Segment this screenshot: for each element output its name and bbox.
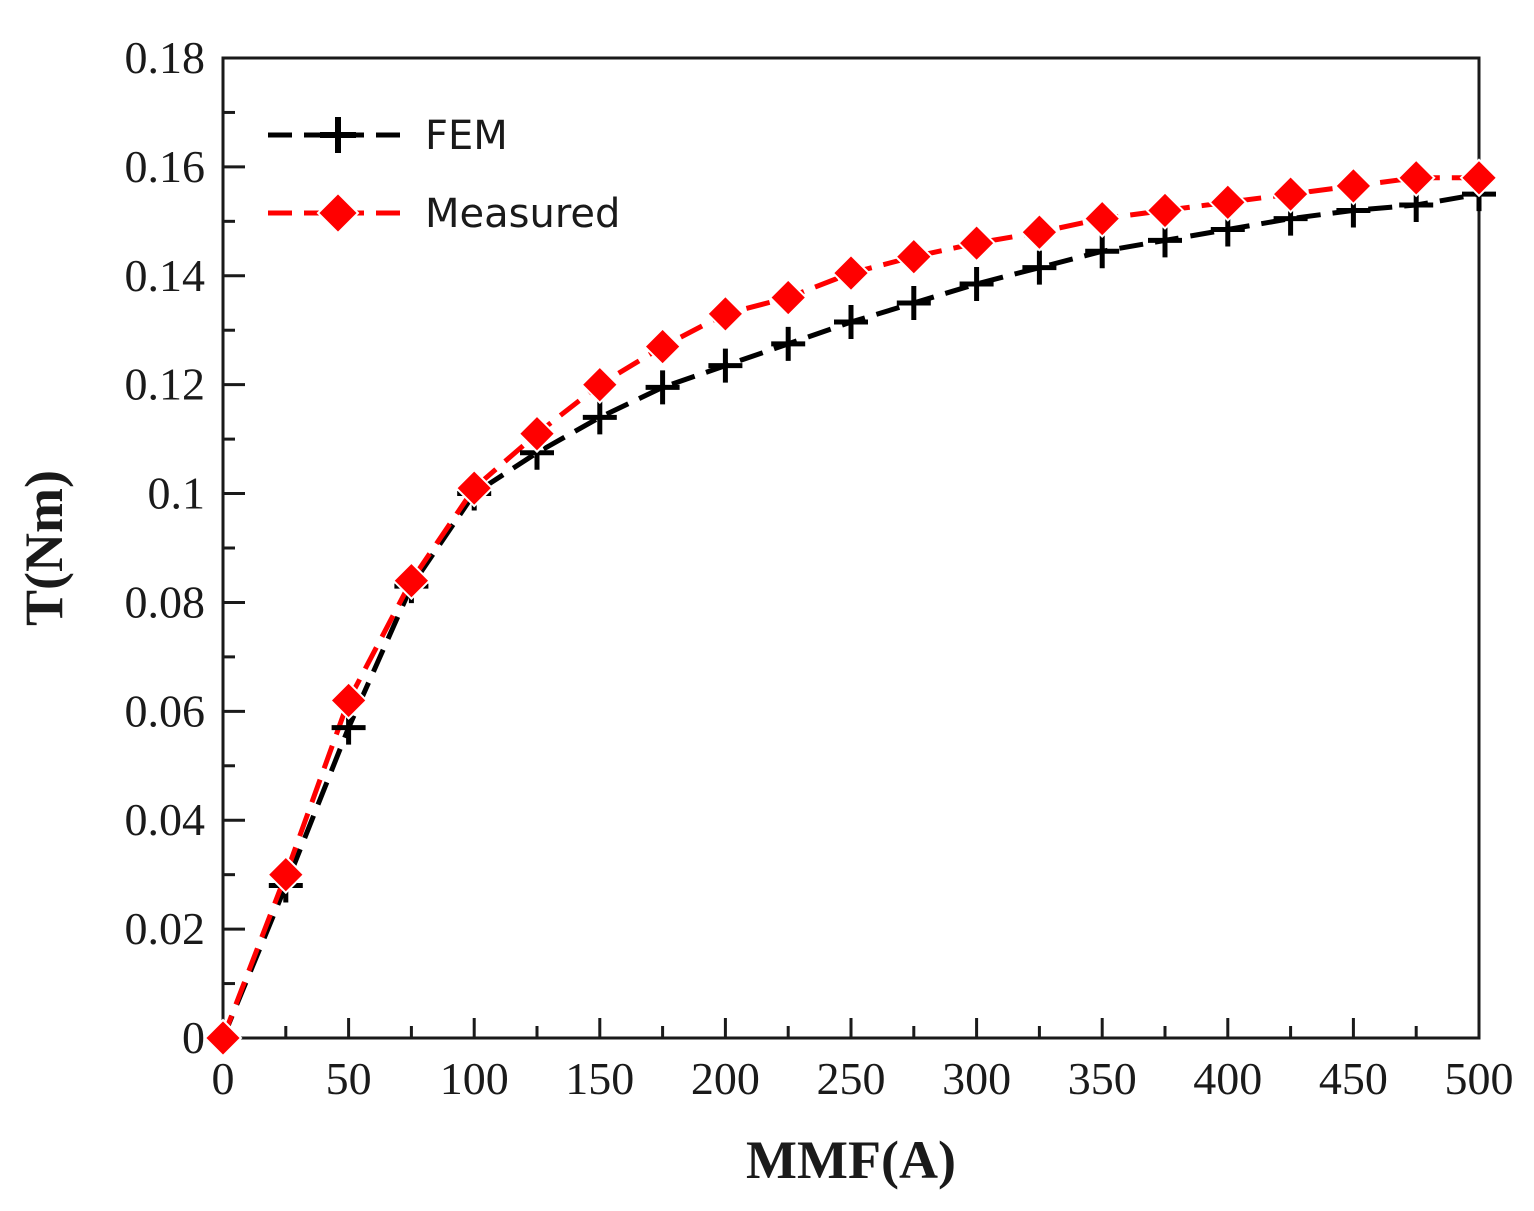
legend-fem-marker [320,117,356,153]
series-markers [203,158,1499,1058]
measured-point-10 [831,253,871,293]
legend-measured-marker [316,191,360,235]
legend: FEM Measured [268,113,620,237]
measured-point-2 [329,681,369,720]
y-tick-label-5: 0.1 [148,468,206,519]
fem-point-7 [645,370,680,405]
fem-point-14 [1085,234,1120,269]
fem-point-12 [959,266,994,301]
x-tick-labels: 0 50 100 150 200 250 300 350 400 450 500 [212,1053,1514,1104]
x-tick-label-6: 300 [942,1053,1011,1104]
x-tick-label-1: 50 [326,1053,372,1104]
x-tick-label-3: 150 [565,1053,634,1104]
fem-point-10 [834,305,868,340]
x-tick-label-0: 0 [212,1053,235,1104]
x-tick-label-7: 350 [1068,1053,1137,1104]
measured-point-9 [768,278,808,317]
y-tick-label-3: 0.06 [125,685,206,736]
measured-point-7 [643,327,683,366]
y-axis-title: T(Nm) [14,470,74,626]
legend-item-measured: Measured [268,191,620,237]
x-tick-label-4: 200 [691,1053,760,1104]
y-tick-label-4: 0.08 [125,576,206,627]
measured-point-19 [1396,158,1436,198]
y-tick-label-0: 0 [182,1012,205,1063]
x-tick-label-5: 250 [817,1053,886,1104]
y-tick-label-8: 0.16 [125,141,206,192]
fem-point-6 [582,400,617,435]
legend-measured-label: Measured [425,191,620,237]
y-tick-label-9: 0.18 [125,32,206,83]
measured-point-8 [705,294,745,334]
fem-point-9 [771,326,806,361]
y-tick-label-6: 0.12 [125,359,206,410]
measured-point-1 [266,855,306,895]
x-tick-label-8: 400 [1193,1053,1262,1104]
y-tick-label-7: 0.14 [125,250,206,301]
x-tick-label-9: 450 [1319,1053,1388,1104]
measured-point-5 [517,414,557,454]
measured-point-4 [454,468,494,508]
legend-item-fem: FEM [268,113,508,159]
measured-point-18 [1333,166,1373,206]
measured-point-12 [957,223,997,263]
x-tick-label-2: 100 [440,1053,509,1104]
measured-point-20 [1459,158,1499,198]
x-axis-title: MMF(A) [746,1130,956,1190]
x-tick-label-10: 500 [1445,1053,1514,1104]
major-ticks [221,56,1481,1040]
measured-point-17 [1271,174,1311,214]
measured-point-6 [580,365,620,405]
fem-point-11 [896,286,931,320]
minor-ticks [223,110,1418,1038]
y-tick-label-2: 0.04 [125,794,206,845]
y-tick-label-1: 0.02 [125,903,206,954]
measured-point-14 [1082,199,1122,239]
measured-point-3 [391,561,431,601]
measured-point-13 [1019,212,1059,252]
measured-point-16 [1208,182,1248,222]
fem-point-8 [708,348,743,383]
measured-point-0 [203,1018,243,1058]
y-tick-labels: 0 0.02 0.04 0.06 0.08 0.1 0.12 0.14 0.16 0.18 [125,32,206,1063]
fem-point-13 [1022,250,1057,285]
legend-fem-label: FEM [425,113,508,159]
measured-point-11 [894,237,934,277]
measured-point-15 [1145,191,1185,230]
